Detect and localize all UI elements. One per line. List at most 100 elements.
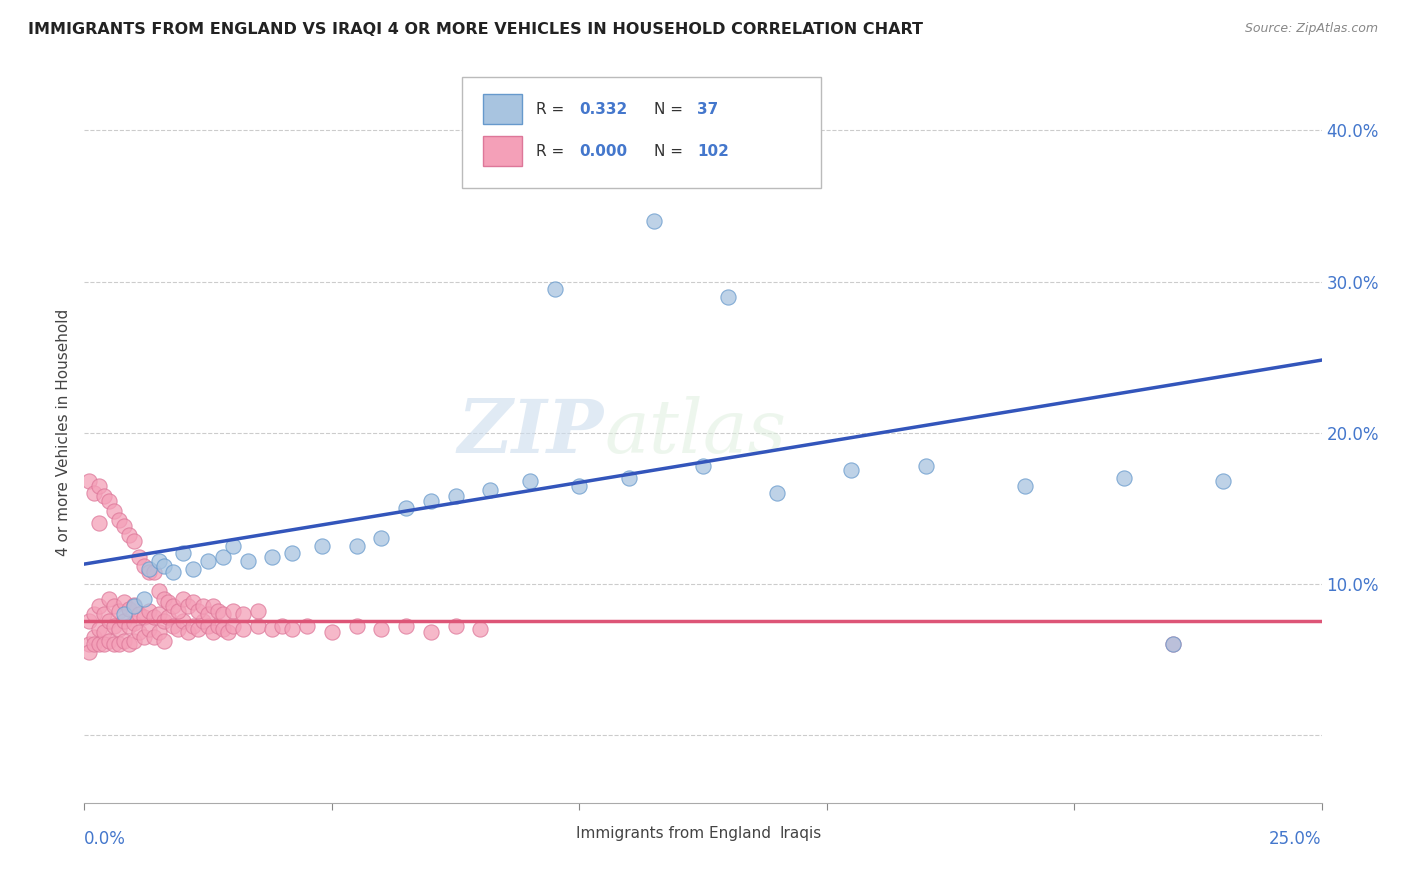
Point [172, 591, 194, 606]
Text: ZIP: ZIP [458, 396, 605, 469]
Point [128, 607, 150, 621]
Point [1112, 471, 1135, 485]
Point [370, 622, 392, 636]
Point [470, 622, 492, 636]
Point [118, 619, 141, 633]
Point [281, 547, 304, 561]
Point [108, 513, 131, 527]
Point [112, 607, 135, 621]
Point [281, 622, 304, 636]
Point [246, 604, 269, 618]
Point [98, 615, 121, 629]
Point [162, 619, 184, 633]
Point [232, 607, 254, 621]
Point [914, 458, 936, 473]
Point [148, 625, 170, 640]
Point [93, 489, 115, 503]
Point [346, 539, 368, 553]
Text: Iraqis: Iraqis [780, 826, 823, 840]
Point [103, 637, 125, 651]
Point [98, 634, 121, 648]
FancyBboxPatch shape [543, 822, 569, 844]
Point [236, 554, 259, 568]
Text: 0.000: 0.000 [579, 144, 627, 159]
Y-axis label: 4 or more Vehicles in Household: 4 or more Vehicles in Household [56, 309, 72, 557]
Point [1212, 474, 1234, 488]
Point [181, 619, 204, 633]
Point [232, 622, 254, 636]
Point [112, 595, 135, 609]
Text: N =: N = [654, 144, 682, 159]
Point [217, 625, 239, 640]
Text: R =: R = [536, 102, 564, 117]
Point [207, 604, 229, 618]
Point [177, 599, 200, 614]
Point [207, 619, 229, 633]
Text: Immigrants from England: Immigrants from England [575, 826, 770, 840]
Point [262, 549, 284, 564]
Point [132, 610, 155, 624]
Point [148, 607, 170, 621]
Point [89, 478, 111, 492]
Point [212, 622, 235, 636]
Point [444, 619, 467, 633]
Point [122, 599, 145, 614]
Point [89, 599, 111, 614]
Point [79, 637, 101, 651]
Point [181, 561, 204, 575]
Point [103, 599, 125, 614]
Point [89, 516, 111, 531]
Point [419, 625, 441, 640]
Point [118, 602, 141, 616]
Point [152, 591, 174, 606]
Point [643, 214, 665, 228]
Point [83, 486, 105, 500]
Point [152, 558, 174, 573]
Point [191, 599, 214, 614]
Point [197, 607, 219, 621]
Point [108, 622, 131, 636]
Point [79, 645, 101, 659]
Point [162, 599, 184, 614]
Text: N =: N = [654, 102, 682, 117]
Point [191, 615, 214, 629]
Point [162, 565, 184, 579]
Point [108, 604, 131, 618]
Point [222, 619, 245, 633]
Point [197, 554, 219, 568]
Point [187, 604, 209, 618]
Point [181, 595, 204, 609]
Point [98, 591, 121, 606]
Point [568, 478, 591, 492]
Point [132, 591, 155, 606]
Point [79, 615, 101, 629]
Text: 0.0%: 0.0% [84, 830, 127, 848]
Point [148, 554, 170, 568]
Point [543, 282, 565, 296]
Text: 25.0%: 25.0% [1270, 830, 1322, 848]
Point [103, 619, 125, 633]
Point [167, 604, 190, 618]
FancyBboxPatch shape [461, 78, 821, 188]
Point [197, 619, 219, 633]
Point [271, 619, 294, 633]
Point [841, 463, 863, 477]
Point [142, 565, 165, 579]
Point [122, 598, 145, 612]
Point [157, 610, 180, 624]
Point [395, 619, 418, 633]
Point [212, 607, 235, 621]
Point [118, 528, 141, 542]
Point [1014, 478, 1036, 492]
Point [479, 483, 502, 497]
Point [444, 489, 467, 503]
Point [157, 595, 180, 609]
Point [93, 607, 115, 621]
Point [202, 599, 225, 614]
Text: 37: 37 [697, 102, 718, 117]
Point [138, 561, 160, 575]
Point [132, 630, 155, 644]
Point [212, 549, 235, 564]
Point [148, 584, 170, 599]
Text: R =: R = [536, 144, 564, 159]
